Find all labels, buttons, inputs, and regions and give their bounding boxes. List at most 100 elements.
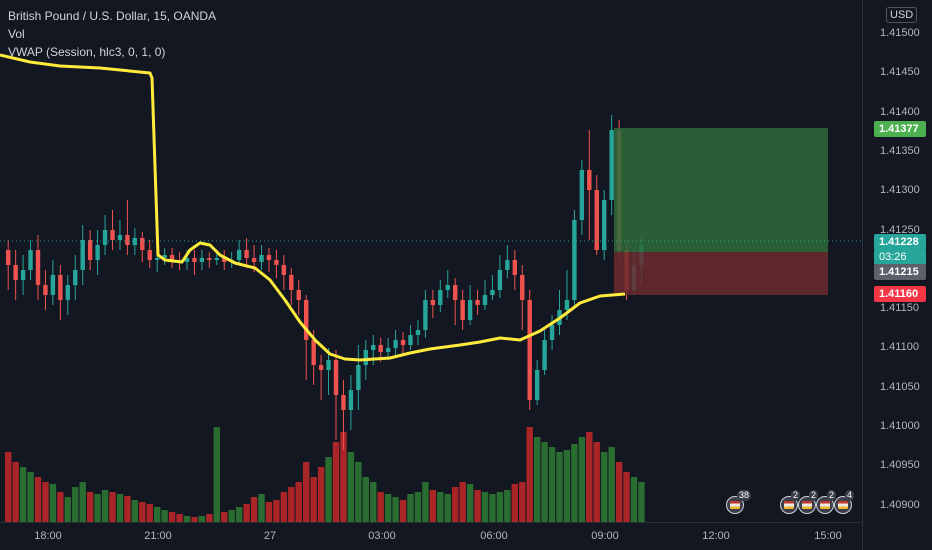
candle-body xyxy=(207,258,212,260)
candle-body xyxy=(445,285,450,290)
candle-body xyxy=(259,255,264,262)
volume-bar xyxy=(437,492,444,522)
candle-body xyxy=(356,365,361,390)
volume-bar xyxy=(429,490,437,522)
candle-body xyxy=(363,350,368,365)
candle-body xyxy=(192,258,197,262)
vwap-legend[interactable]: VWAP (Session, hlc3, 0, 1, 0) xyxy=(8,45,166,59)
stop-loss-price-label: 1.41160 xyxy=(874,286,926,302)
volume-bar xyxy=(86,492,94,522)
volume-bar xyxy=(578,437,586,522)
volume-bar xyxy=(34,477,42,522)
economic-event-icon[interactable]: 4 xyxy=(834,490,855,514)
price-tick: 1.41300 xyxy=(880,184,920,197)
volume-bar xyxy=(526,427,533,522)
candle-body xyxy=(482,295,488,305)
candle-body xyxy=(415,330,421,335)
take-profit-zone[interactable] xyxy=(614,128,828,252)
volume-bar xyxy=(280,492,288,522)
candle-body xyxy=(542,340,547,370)
time-tick: 03:00 xyxy=(368,530,396,542)
candle-body xyxy=(505,260,510,270)
volume-bar xyxy=(310,477,317,522)
candle-body xyxy=(430,300,436,305)
volume-bar xyxy=(295,482,302,522)
candle-body xyxy=(587,170,592,190)
volume-bar xyxy=(407,494,414,522)
volume-bar xyxy=(116,494,124,522)
volume-bar xyxy=(593,442,600,522)
volume-bar xyxy=(161,510,168,522)
candle-body xyxy=(534,370,540,400)
candle-body xyxy=(13,265,18,280)
volume-bar xyxy=(154,507,161,522)
volume-bar xyxy=(27,472,34,522)
volume-bar xyxy=(481,492,489,522)
candle-body xyxy=(333,360,339,395)
candle-body xyxy=(214,258,219,260)
volume-bar xyxy=(556,452,563,522)
vwap-line[interactable] xyxy=(0,53,626,362)
price-tick: 1.41050 xyxy=(880,380,920,393)
volume-bar xyxy=(235,507,243,522)
candle-body xyxy=(222,258,227,262)
volume-bar xyxy=(489,494,496,522)
volume-bar xyxy=(638,482,645,522)
candle-body xyxy=(155,258,160,260)
economic-event-icon[interactable]: 2 xyxy=(798,490,819,514)
volume-bar xyxy=(168,512,176,522)
volume-bar xyxy=(370,482,377,522)
candle-body xyxy=(564,300,570,310)
candle-body xyxy=(162,255,167,258)
volume-bar xyxy=(459,482,466,522)
candle-body xyxy=(65,285,70,300)
candle-body xyxy=(549,325,555,340)
candle-body xyxy=(378,345,383,352)
volume-bar xyxy=(258,494,265,522)
economic-event-icon[interactable]: 2 xyxy=(816,490,837,514)
economic-event-icon[interactable]: 2 xyxy=(780,490,801,514)
volume-bar xyxy=(49,484,57,522)
candle-body xyxy=(527,300,532,400)
price-tick: 1.41400 xyxy=(880,105,920,118)
volume-bar xyxy=(109,492,116,522)
candle-body xyxy=(147,250,152,260)
time-tick: 06:00 xyxy=(480,530,508,542)
price-chart[interactable] xyxy=(0,0,862,522)
volume-bar xyxy=(511,484,518,522)
candle-body xyxy=(281,265,287,275)
candle-body xyxy=(20,270,26,280)
candle-body xyxy=(6,250,11,265)
volume-bar xyxy=(228,510,235,522)
volume-bar xyxy=(146,504,153,522)
candle-body xyxy=(236,250,242,260)
volume-bar xyxy=(57,492,64,522)
volume-bar xyxy=(474,490,481,522)
current-price-label: 1.41228 xyxy=(874,234,926,250)
candle-body xyxy=(497,270,503,290)
time-tick: 27 xyxy=(263,530,277,542)
candle-body xyxy=(385,348,391,352)
volume-bar xyxy=(377,492,384,522)
time-scale[interactable] xyxy=(0,522,862,550)
volume-bar xyxy=(571,444,578,522)
volume-bar xyxy=(541,442,548,522)
candle-body xyxy=(132,238,138,245)
candle-body xyxy=(140,238,145,250)
volume-legend[interactable]: Vol xyxy=(8,27,25,41)
stop-loss-zone[interactable] xyxy=(614,252,828,295)
candle-body xyxy=(125,235,130,245)
volume-bar xyxy=(124,496,131,522)
candle-body xyxy=(184,258,190,262)
volume-bar xyxy=(317,467,325,522)
economic-event-icon[interactable]: 38 xyxy=(726,490,752,514)
volume-bar xyxy=(608,447,615,522)
volume-bar xyxy=(519,482,526,522)
candle-body xyxy=(102,230,108,245)
volume-bar xyxy=(139,502,146,522)
candle-body xyxy=(43,285,48,295)
currency-button[interactable]: USD xyxy=(886,7,918,23)
symbol-legend[interactable]: British Pound / U.S. Dollar, 15, OANDA xyxy=(8,9,217,23)
volume-bar xyxy=(183,516,191,522)
volume-bar xyxy=(548,447,556,522)
